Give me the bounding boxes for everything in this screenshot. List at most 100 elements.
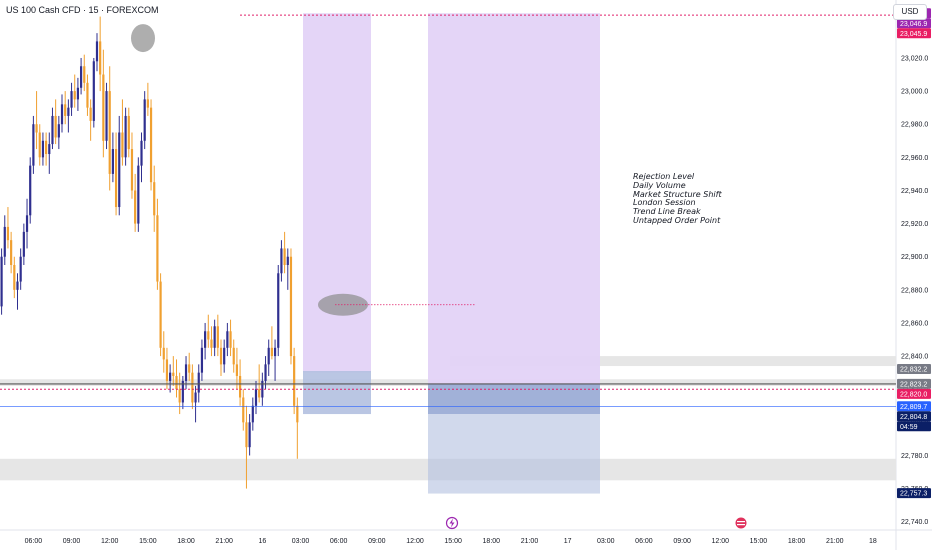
time-tick-label: 09:00: [368, 538, 386, 545]
candle-body: [118, 132, 121, 208]
time-tick-label: 15:00: [139, 538, 157, 545]
price-tick-label: 22,880.0: [901, 287, 928, 294]
price-badge: [897, 401, 931, 412]
candle-body: [245, 422, 248, 448]
price-badge: [897, 378, 931, 389]
candle-body: [73, 91, 76, 100]
candle-body: [67, 107, 70, 116]
candle-body: [35, 124, 38, 133]
candle-body: [204, 331, 207, 348]
price-badge: [897, 388, 931, 399]
time-tick-label: 15:00: [750, 538, 768, 545]
time-tick-label: 12:00: [101, 538, 119, 545]
time-tick-label: 15:00: [444, 538, 462, 545]
candle-body: [258, 389, 261, 398]
candle-body: [223, 347, 226, 365]
candle-body: [83, 66, 86, 83]
candle-body: [130, 149, 134, 191]
candle-body: [105, 91, 108, 141]
session-box: [303, 13, 371, 373]
candle-body: [232, 347, 235, 365]
candle-body: [226, 331, 229, 348]
price-badge: [897, 411, 931, 422]
annotation-line: London Session: [633, 198, 696, 208]
time-tick-label: 16: [258, 538, 266, 545]
price-badge: [897, 488, 931, 499]
candle-body: [188, 364, 191, 373]
annotation-line: Trend Line Break: [633, 207, 701, 217]
price-tick-label: 22,780.0: [901, 453, 928, 460]
time-tick-label: 09:00: [673, 538, 691, 545]
price-axis[interactable]: 22,740.022,760.022,780.022,800.022,820.0…: [901, 22, 928, 526]
time-tick-label: 18:00: [177, 538, 195, 545]
time-tick-label: 06:00: [330, 538, 348, 545]
candle-body: [169, 372, 172, 381]
candle-body: [140, 140, 143, 166]
event-flag-icon: [735, 517, 747, 529]
candle-body: [184, 364, 188, 381]
annotation-line: Market Structure Shift: [633, 189, 722, 199]
time-tick-label: 18: [869, 538, 877, 545]
candle-body: [286, 256, 289, 265]
candle-body: [248, 422, 251, 448]
price-badges: 23,047.023,046.923,045.922,832.222,823.2…: [897, 8, 931, 499]
candle-body: [210, 339, 213, 348]
candle-body: [121, 132, 124, 158]
highlight-ellipse: [318, 293, 368, 316]
candle-body: [178, 389, 181, 403]
price-badge: [897, 28, 931, 39]
candle-body: [124, 115, 127, 158]
price-badge: [897, 364, 931, 375]
candle-body: [270, 347, 273, 357]
candle-body: [13, 265, 16, 290]
candle-body: [197, 372, 200, 393]
candle-body: [264, 364, 267, 381]
price-tick-label: 22,980.0: [901, 122, 928, 129]
candle-body: [51, 115, 54, 145]
candle-body: [19, 256, 22, 282]
time-tick-label: 09:00: [63, 538, 81, 545]
annotation-line: Untapped Order Point: [633, 215, 721, 225]
candle-body: [229, 331, 232, 348]
candle-body: [108, 91, 111, 174]
symbol-title[interactable]: US 100 Cash CFD · 15 · FOREXCOM: [6, 5, 159, 15]
candle-body: [280, 248, 283, 274]
price-tick-label: 22,840.0: [901, 354, 928, 361]
price-badge-label: 22,804.8: [900, 414, 927, 421]
candle-body: [16, 281, 19, 290]
candle-body: [261, 380, 264, 398]
candle-body: [296, 405, 299, 423]
candle-body: [25, 215, 29, 232]
candle-body: [283, 248, 286, 265]
event-flash-icon: [449, 518, 455, 528]
session-box: [428, 13, 600, 385]
event-flag-icon: [737, 521, 745, 523]
candle-body: [213, 326, 216, 348]
candle-body: [79, 66, 83, 88]
candle-body: [242, 397, 245, 423]
price-badge-label: 23,046.9: [900, 21, 927, 28]
price-tick-label: 23,020.0: [901, 55, 928, 62]
time-axis[interactable]: 06:00 09:00 12:00 15:00 18:00 21:00 16 03:00 06:…: [25, 516, 877, 546]
grey-zone-right: [450, 356, 896, 367]
price-tick-label: 22,740.0: [901, 519, 928, 526]
candle-body: [32, 124, 35, 166]
levels-layer: [0, 14, 896, 407]
candle-body: [92, 61, 95, 121]
annotation-line: Rejection Level: [633, 172, 695, 181]
price-badge-label: 22,820.0: [900, 391, 927, 398]
price-tick-label: 22,860.0: [901, 320, 928, 327]
price-tick-label: 22,960.0: [901, 155, 928, 162]
time-tick-label: 18:00: [483, 538, 501, 545]
price-badge-label: 22,757.3: [900, 491, 927, 498]
candle-body: [200, 347, 204, 373]
currency-button[interactable]: USD: [893, 4, 927, 20]
annotation-text-block: Rejection Level Daily Volume Market Stru…: [633, 172, 722, 226]
candle-body: [70, 91, 73, 108]
candle-body: [102, 74, 105, 141]
event-flag-icon: [737, 524, 745, 526]
price-tick-label: 22,900.0: [901, 254, 928, 261]
time-tick-label: 06:00: [635, 538, 653, 545]
